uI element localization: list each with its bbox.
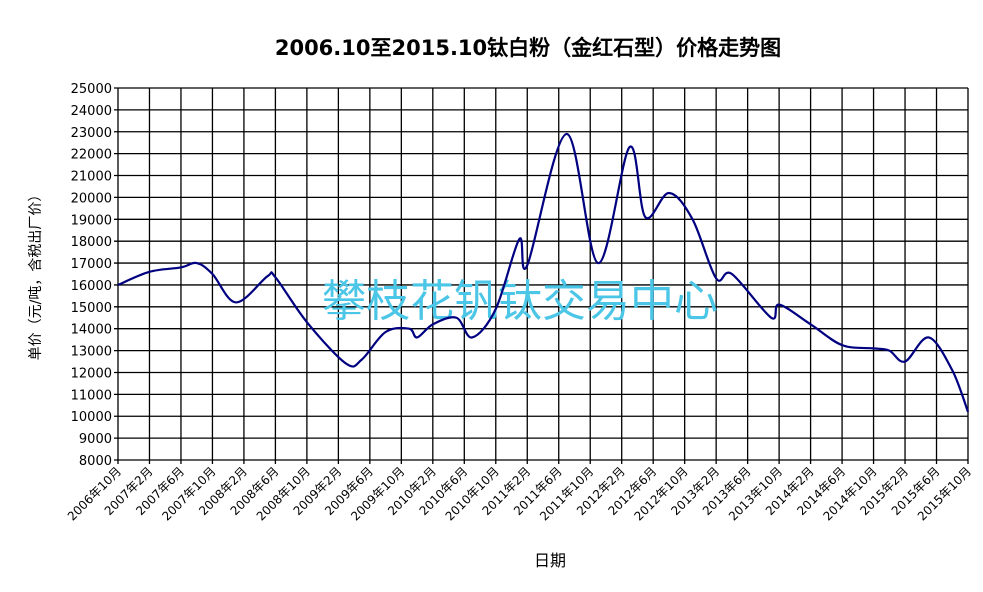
y-tick-label: 24000 xyxy=(71,104,112,119)
y-tick-label: 9000 xyxy=(79,432,112,447)
y-tick-label: 25000 xyxy=(71,82,112,97)
y-tick-label: 20000 xyxy=(71,191,112,206)
y-tick-label: 8000 xyxy=(79,454,112,469)
y-tick-label: 22000 xyxy=(71,148,112,163)
y-tick-label: 12000 xyxy=(71,366,112,381)
y-tick-label: 15000 xyxy=(71,301,112,316)
y-axis-label: 单价（元/吨，含税出厂价） xyxy=(28,188,44,361)
y-tick-label: 17000 xyxy=(71,257,112,272)
x-axis-label: 日期 xyxy=(534,551,566,570)
y-tick-label: 18000 xyxy=(71,235,112,250)
chart-title: 2006.10至2015.10钛白粉（金红石型）价格走势图 xyxy=(275,36,781,60)
y-tick-label: 23000 xyxy=(71,126,112,141)
x-tick-labels: 2006年10月2007年2月2007年6月2007年10月2008年2月200… xyxy=(65,464,974,523)
y-tick-label: 19000 xyxy=(71,213,112,228)
y-tick-label: 16000 xyxy=(71,279,112,294)
y-tick-label: 10000 xyxy=(71,410,112,425)
y-tick-label: 13000 xyxy=(71,345,112,360)
watermark: 攀枝花钒钛交易中心 xyxy=(322,276,718,327)
y-tick-label: 11000 xyxy=(71,388,112,403)
y-tick-label: 21000 xyxy=(71,170,112,185)
y-tick-label: 14000 xyxy=(71,323,112,338)
y-tick-labels: 8000 9000 10000 11000 12000 13000 14000 15000 16… xyxy=(71,82,112,469)
